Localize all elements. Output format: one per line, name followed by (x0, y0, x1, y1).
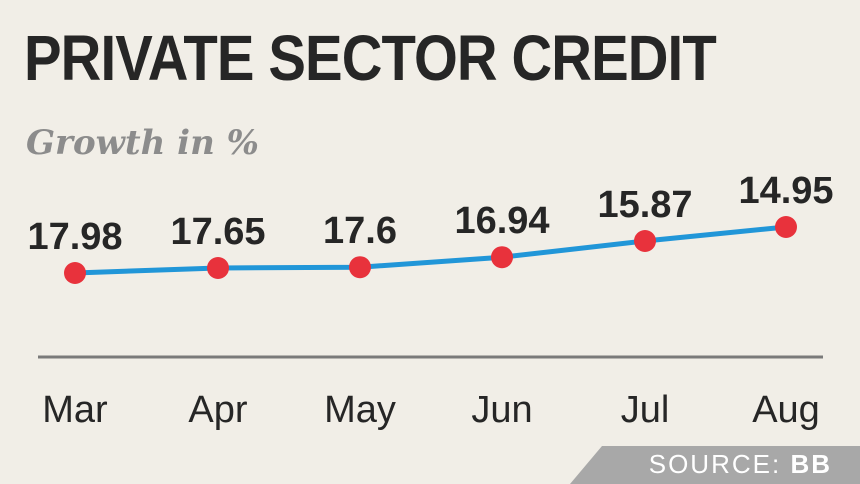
chart-title: PRIVATE SECTOR CREDIT (24, 22, 717, 94)
data-label-jul: 15.87 (597, 184, 692, 226)
data-point-jul (634, 230, 656, 252)
x-tick-label-may: May (324, 389, 396, 431)
data-point-mar (64, 262, 86, 284)
data-label-jun: 16.94 (454, 200, 549, 242)
source-value: BB (790, 449, 832, 479)
chart-subtitle: Growth in % (26, 123, 259, 163)
x-tick-label-apr: Apr (188, 389, 247, 431)
data-label-may: 17.6 (323, 210, 397, 252)
x-tick-label-mar: Mar (42, 389, 108, 431)
x-tick-label-aug: Aug (752, 389, 820, 431)
source-credit: SOURCE: BB (649, 449, 832, 480)
data-point-aug (775, 216, 797, 238)
data-label-mar: 17.98 (27, 216, 122, 258)
data-point-apr (207, 257, 229, 279)
data-point-may (349, 256, 371, 279)
x-tick-label-jun: Jun (471, 389, 532, 431)
label-layer: 17.98 Mar 17.65 Apr 17.6 May 16.94 Jun 15.87 Jul 1… (27, 170, 833, 431)
series-layer (64, 216, 797, 284)
x-tick-label-jul: Jul (621, 389, 670, 431)
series-line (74, 224, 787, 276)
data-point-jun (491, 246, 513, 269)
source-label: SOURCE: (648, 449, 782, 479)
source-band (570, 446, 860, 484)
data-label-apr: 17.65 (170, 211, 265, 253)
data-label-aug: 14.95 (738, 170, 833, 212)
